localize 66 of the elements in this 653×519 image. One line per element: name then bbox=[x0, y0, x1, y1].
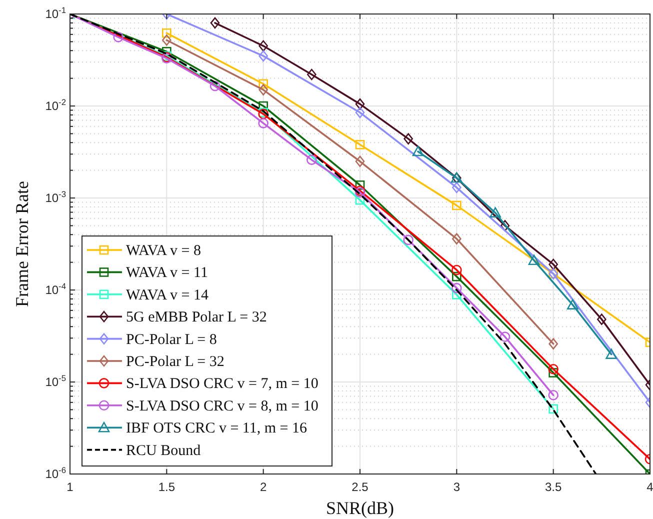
y-tick-label: 10$^{-5}$ bbox=[45, 373, 66, 389]
x-tick-label: 2 bbox=[260, 480, 267, 494]
point bbox=[355, 180, 365, 190]
point bbox=[258, 84, 268, 96]
point bbox=[355, 140, 365, 150]
point bbox=[258, 50, 268, 62]
point bbox=[452, 272, 462, 282]
legend-label: WAVA v = 11 bbox=[126, 265, 208, 282]
legend-label: S-LVA DSO CRC v = 7, m = 10 bbox=[126, 376, 318, 392]
point bbox=[258, 118, 268, 128]
point bbox=[452, 290, 462, 300]
x-tick-label: 1 bbox=[66, 480, 74, 494]
point bbox=[355, 98, 365, 110]
legend-label: PC-Polar L = 32 bbox=[126, 354, 224, 370]
point bbox=[258, 79, 268, 89]
point bbox=[548, 258, 558, 270]
point bbox=[548, 368, 558, 378]
y-tick-label: 10$^{-1}$ bbox=[45, 5, 66, 21]
point bbox=[210, 80, 220, 92]
point bbox=[597, 314, 606, 325]
point bbox=[306, 154, 317, 165]
x-tick-label: 4 bbox=[646, 480, 653, 494]
legend-label: RCU Bound bbox=[126, 442, 202, 459]
point bbox=[548, 364, 558, 374]
legend-label: PC-Polar L = 8 bbox=[126, 332, 217, 348]
point bbox=[113, 32, 124, 42]
point bbox=[567, 299, 578, 310]
point bbox=[404, 133, 413, 144]
point bbox=[403, 234, 414, 246]
legend-label: IBF OTS CRC v = 11, m = 16 bbox=[126, 420, 308, 437]
point bbox=[606, 348, 617, 359]
y-tick-label: 10$^{-6}$ bbox=[45, 465, 66, 481]
point bbox=[355, 106, 365, 118]
legend-label: WAVA v = 8 bbox=[126, 243, 202, 259]
y-tick-label: 10$^{-4}$ bbox=[45, 281, 66, 297]
x-tick-label: 2.5 bbox=[352, 480, 369, 494]
point bbox=[548, 390, 558, 400]
legend-label: S-LVA DSO CRC v = 8, m = 10 bbox=[126, 398, 318, 414]
point bbox=[452, 282, 462, 294]
x-tick-label: 3 bbox=[453, 480, 460, 494]
point bbox=[452, 200, 462, 210]
legend-label: 5G eMBB Polar L = 32 bbox=[126, 310, 267, 326]
x-axis-title: SNR(dB) bbox=[326, 498, 394, 518]
point bbox=[355, 195, 365, 205]
x-tick-label: 3.5 bbox=[544, 480, 562, 494]
point bbox=[452, 233, 462, 244]
point bbox=[307, 68, 316, 80]
y-tick-label: 10$^{-3}$ bbox=[45, 189, 66, 205]
legend-label: WAVA v = 14 bbox=[126, 287, 210, 304]
point bbox=[452, 264, 462, 276]
point bbox=[548, 338, 558, 350]
point bbox=[412, 146, 424, 156]
y-tick-label: 10$^{-2}$ bbox=[45, 97, 66, 113]
point bbox=[528, 254, 540, 266]
point bbox=[500, 220, 510, 232]
point bbox=[355, 156, 365, 168]
point bbox=[452, 182, 462, 194]
point bbox=[162, 28, 172, 38]
point bbox=[162, 34, 172, 46]
point bbox=[490, 207, 501, 218]
x-tick-label: 1.5 bbox=[158, 480, 176, 494]
point bbox=[210, 17, 220, 29]
point bbox=[500, 332, 510, 342]
point bbox=[548, 404, 558, 414]
y-axis-title: Frame Error Rate bbox=[12, 181, 32, 307]
point bbox=[258, 40, 268, 52]
